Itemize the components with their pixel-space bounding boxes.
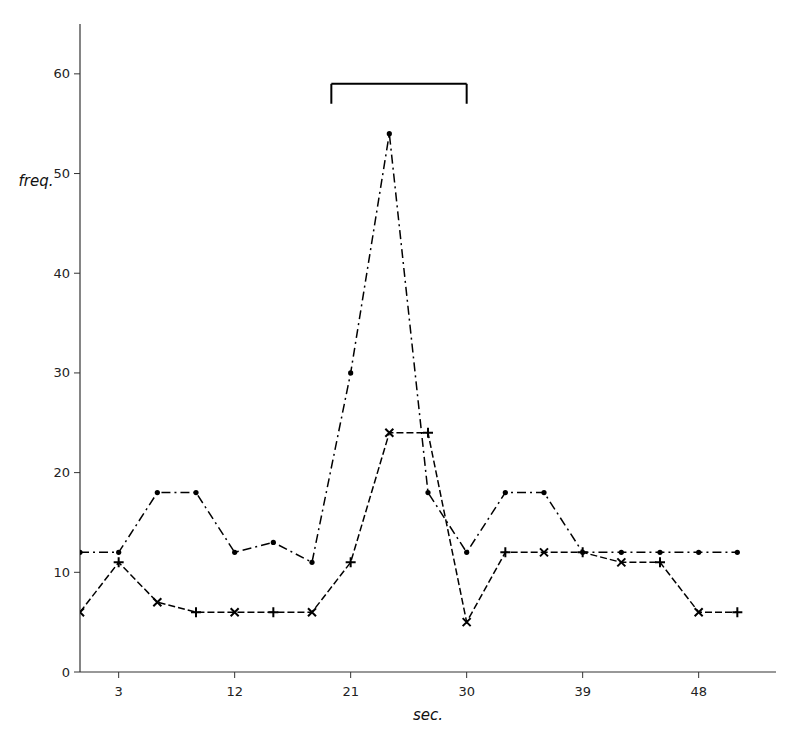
dot-marker bbox=[503, 490, 508, 495]
y-tick-label: 60 bbox=[53, 66, 70, 81]
dot-marker bbox=[348, 370, 353, 375]
x-tick-label: 30 bbox=[458, 684, 475, 699]
x-marker bbox=[695, 608, 703, 616]
x-marker bbox=[80, 608, 84, 616]
y-tick-label: 20 bbox=[53, 465, 70, 480]
plus-marker bbox=[268, 607, 278, 617]
x-axis-line bbox=[80, 671, 776, 672]
plus-marker bbox=[114, 557, 124, 567]
x-marker bbox=[617, 558, 625, 566]
dot-marker bbox=[696, 550, 701, 555]
x-tick-label: 39 bbox=[574, 684, 591, 699]
plot-area bbox=[80, 84, 742, 626]
x-marker bbox=[231, 608, 239, 616]
dot-marker bbox=[309, 560, 314, 565]
y-tick bbox=[74, 672, 80, 673]
dot-marker bbox=[271, 540, 276, 545]
bracket-leg bbox=[330, 84, 332, 104]
y-tick-label: 0 bbox=[62, 665, 70, 680]
dot-marker bbox=[116, 550, 121, 555]
x-marker bbox=[540, 548, 548, 556]
dot-marker bbox=[387, 131, 392, 136]
dot-marker bbox=[193, 490, 198, 495]
x-tick-label: 21 bbox=[342, 684, 359, 699]
dot-marker bbox=[80, 550, 83, 555]
dot-marker bbox=[541, 490, 546, 495]
plus-marker bbox=[732, 607, 742, 617]
plus-marker bbox=[423, 428, 433, 438]
y-tick bbox=[74, 572, 80, 573]
y-tick bbox=[74, 472, 80, 473]
x-tick bbox=[698, 672, 699, 678]
bracket-bar bbox=[331, 83, 466, 85]
dot-marker bbox=[657, 550, 662, 555]
x-tick bbox=[234, 672, 235, 678]
x-tick-label: 3 bbox=[115, 684, 123, 699]
y-tick bbox=[74, 273, 80, 274]
y-tick bbox=[74, 372, 80, 373]
x-tick-label: 48 bbox=[690, 684, 707, 699]
series-line bbox=[80, 433, 737, 622]
plus-marker bbox=[578, 547, 588, 557]
y-tick-label: 50 bbox=[53, 166, 70, 181]
chart: 3 12 21 30 39 48 0 10 20 30 40 50 60 sec. freq. bbox=[0, 0, 800, 736]
x-tick-label: 12 bbox=[226, 684, 243, 699]
x-axis-label: sec. bbox=[413, 706, 443, 724]
bracket-leg bbox=[466, 84, 468, 104]
y-tick-label: 30 bbox=[53, 365, 70, 380]
dot-marker bbox=[619, 550, 624, 555]
x-marker bbox=[463, 618, 471, 626]
plus-marker bbox=[500, 547, 510, 557]
x-marker bbox=[385, 429, 393, 437]
y-axis-line bbox=[79, 24, 80, 672]
series-line bbox=[80, 134, 737, 563]
dot-marker bbox=[464, 550, 469, 555]
dot-marker bbox=[232, 550, 237, 555]
x-marker bbox=[153, 598, 161, 606]
x-tick bbox=[118, 672, 119, 678]
x-tick bbox=[466, 672, 467, 678]
plus-marker bbox=[655, 557, 665, 567]
y-tick-label: 10 bbox=[53, 565, 70, 580]
y-axis-label: freq. bbox=[19, 172, 54, 190]
plus-marker bbox=[346, 557, 356, 567]
dot-marker bbox=[425, 490, 430, 495]
y-tick-label: 40 bbox=[53, 266, 70, 281]
dot-marker bbox=[735, 550, 740, 555]
x-tick bbox=[350, 672, 351, 678]
x-marker bbox=[308, 608, 316, 616]
dot-marker bbox=[155, 490, 160, 495]
plus-marker bbox=[191, 607, 201, 617]
y-tick bbox=[74, 73, 80, 74]
y-tick bbox=[74, 173, 80, 174]
x-tick bbox=[582, 672, 583, 678]
